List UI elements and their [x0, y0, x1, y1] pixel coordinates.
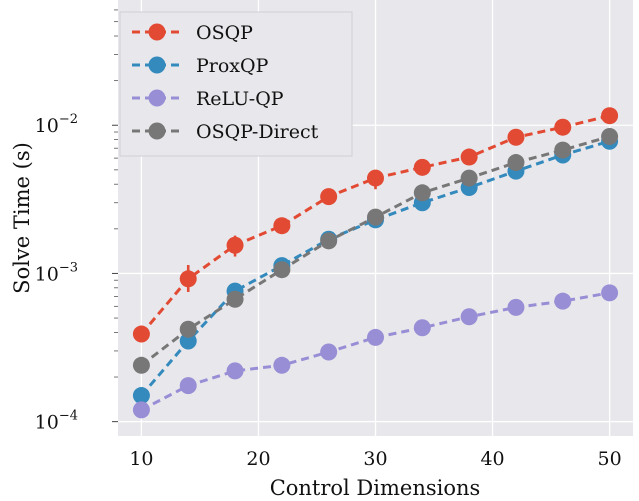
data-point: [179, 320, 197, 338]
data-point: [226, 290, 244, 308]
data-point: [460, 308, 478, 326]
data-point: [273, 261, 291, 279]
data-point: [413, 184, 431, 202]
x-tick-label: 30: [363, 448, 387, 470]
data-point: [320, 232, 338, 250]
data-point: [554, 118, 572, 136]
data-point: [132, 401, 150, 419]
data-point: [601, 107, 619, 125]
y-axis-label: Solve Time (s): [10, 142, 34, 294]
x-tick-label: 10: [129, 448, 153, 470]
data-point: [226, 362, 244, 380]
x-tick-label: 40: [480, 448, 504, 470]
data-point: [132, 356, 150, 374]
data-point: [601, 284, 619, 302]
data-point: [132, 325, 150, 343]
data-point: [367, 169, 384, 187]
x-tick-label: 20: [246, 448, 270, 470]
legend-swatch-marker: [148, 56, 166, 74]
series-osqp: [132, 107, 619, 343]
data-point: [320, 343, 338, 361]
series-line: [140, 291, 610, 412]
data-point: [179, 377, 197, 395]
data-point: [507, 128, 525, 146]
data-point: [132, 387, 150, 405]
data-point: [413, 158, 431, 176]
legend-label: OSQP: [196, 22, 253, 44]
data-point: [273, 356, 291, 374]
data-point: [413, 319, 431, 337]
legend-swatch-marker: [148, 23, 166, 41]
data-point: [273, 217, 291, 235]
data-point: [179, 270, 197, 288]
legend-swatch-marker: [148, 89, 166, 107]
data-point: [320, 188, 338, 206]
series-relu-qp: [132, 284, 619, 419]
data-point: [507, 154, 525, 172]
y-tick-label: 10−3: [35, 260, 78, 285]
data-point: [179, 332, 197, 350]
data-point: [367, 208, 384, 226]
x-axis-label: Control Dimensions: [270, 476, 481, 500]
y-tick-label: 10−2: [35, 112, 78, 137]
data-point: [226, 236, 244, 254]
data-point: [554, 141, 572, 159]
legend-swatch-marker: [148, 122, 166, 140]
axis-ticks: 10 20 30 40 50 10−4 10−3 10−2: [35, 9, 622, 470]
legend-label: ReLU-QP: [196, 88, 284, 110]
data-point: [460, 169, 478, 187]
series-layer: [132, 107, 619, 419]
x-tick-label: 50: [597, 448, 621, 470]
legend-label: OSQP-Direct: [196, 121, 319, 143]
data-point: [601, 127, 619, 145]
series-osqp-direct: [132, 127, 619, 374]
data-point: [507, 298, 525, 316]
y-tick-label: 10−4: [35, 409, 78, 434]
legend-label: ProxQP: [196, 55, 269, 77]
data-point: [367, 328, 384, 346]
legend: OSQP ProxQP ReLU-QP OSQP-Direct: [119, 11, 353, 157]
data-point: [460, 148, 478, 166]
data-point: [554, 292, 572, 310]
